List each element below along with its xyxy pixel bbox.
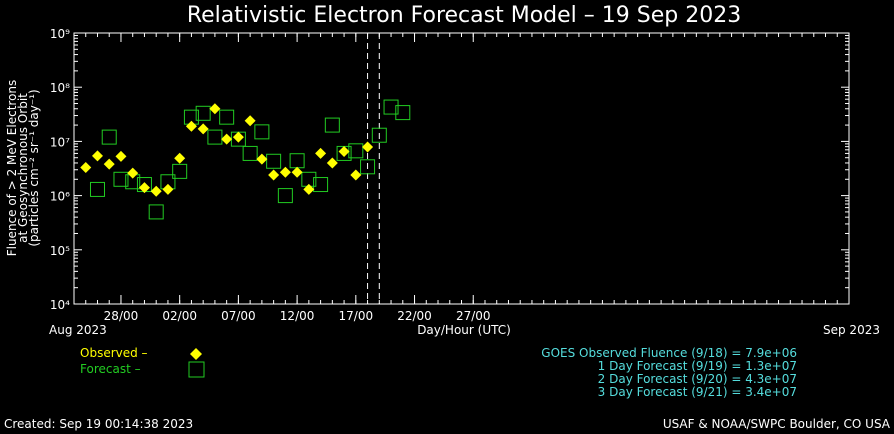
x-tick-label: 17/00 <box>339 309 374 323</box>
observed-series <box>80 103 374 197</box>
observed-point <box>80 161 92 173</box>
legend-observed-diamond-icon <box>190 348 202 360</box>
summary-1-day-forecast: 1 Day Forecast (9/19) = 1.3e+07 <box>598 359 797 373</box>
observed-point <box>174 152 186 164</box>
observed-point <box>362 141 374 153</box>
forecast-point <box>195 105 211 121</box>
forecast-point <box>383 99 399 115</box>
y-tick-label: 10⁹ <box>50 27 70 41</box>
forecast-point <box>266 153 282 169</box>
created-timestamp: Created: Sep 19 00:14:38 2023 <box>4 417 193 431</box>
forecast-point <box>289 153 305 169</box>
legend-observed-label: Observed – <box>80 346 148 360</box>
y-tick-label: 10⁶ <box>50 190 70 204</box>
x-tick-label: 28/00 <box>104 309 139 323</box>
x-start-month-label: Aug 2023 <box>49 323 107 337</box>
forecast-point <box>324 117 340 133</box>
observed-point <box>303 183 315 195</box>
current-day-markers <box>367 33 380 304</box>
observed-point <box>291 166 303 178</box>
plot-frame <box>73 32 850 305</box>
y-tick-label: 10⁴ <box>50 298 70 312</box>
observed-point <box>162 183 174 195</box>
forecast-point <box>101 129 117 145</box>
observed-point <box>268 169 280 181</box>
observed-point <box>197 123 209 135</box>
x-tick-label: 22/00 <box>397 309 432 323</box>
forecast-point <box>207 129 223 145</box>
observed-point <box>326 157 338 169</box>
summary-2-day-forecast: 2 Day Forecast (9/20) = 4.3e+07 <box>598 372 797 386</box>
y-axis-ticks: 10⁴ 10⁵ 10⁶ 10⁷ 10⁸ 10⁹ <box>50 27 849 312</box>
forecast-point <box>254 124 270 140</box>
legend-forecast-square-icon <box>188 361 205 378</box>
x-axis-label: Day/Hour (UTC) <box>417 323 511 337</box>
observed-point <box>185 120 197 132</box>
x-tick-label: 12/00 <box>280 309 315 323</box>
x-axis-ticks: 28/00 02/00 07/00 12/00 17/00 22/00 27/00 <box>85 33 838 323</box>
forecast-point <box>360 159 376 175</box>
y-axis-label: Fluence of > 2 MeV Electrons at Geosynch… <box>5 80 41 257</box>
forecast-point <box>148 204 164 220</box>
x-tick-label: 07/00 <box>221 309 256 323</box>
observed-point <box>279 166 291 178</box>
y-axis-label-line-1: Fluence of > 2 MeV Electrons <box>5 80 19 257</box>
fluence-summary: GOES Observed Fluence (9/18) = 7.9e+06 1… <box>541 346 797 399</box>
forecast-point <box>395 105 411 121</box>
forecast-point <box>172 163 188 179</box>
y-axis-label-line-3: (particles cm⁻² sr⁻¹ day⁻¹) <box>27 89 41 246</box>
observed-point <box>315 147 327 159</box>
observed-point <box>244 115 256 127</box>
observed-point <box>221 133 233 145</box>
legend-forecast-label: Forecast – <box>80 362 141 376</box>
observed-point <box>138 182 150 194</box>
forecast-point <box>313 177 329 193</box>
observed-point <box>338 146 350 158</box>
observed-point <box>115 150 127 162</box>
x-end-month-label: Sep 2023 <box>823 323 880 337</box>
legend: Observed – Forecast – <box>80 346 205 378</box>
observed-point <box>256 153 268 165</box>
chart-title: Relativistic Electron Forecast Model – 1… <box>187 3 741 28</box>
y-tick-label: 10⁷ <box>50 135 70 149</box>
forecast-point <box>277 188 293 204</box>
observed-point <box>209 103 221 115</box>
credit-text: USAF & NOAA/SWPC Boulder, CO USA <box>663 417 891 431</box>
summary-3-day-forecast: 3 Day Forecast (9/21) = 3.4e+07 <box>598 385 797 399</box>
observed-point <box>350 169 362 181</box>
x-tick-label: 27/00 <box>456 309 491 323</box>
summary-observed-fluence: GOES Observed Fluence (9/18) = 7.9e+06 <box>541 346 797 360</box>
x-tick-label: 02/00 <box>162 309 197 323</box>
observed-point <box>232 131 244 143</box>
observed-point <box>127 167 139 179</box>
forecast-point <box>89 181 105 197</box>
y-axis-label-line-2: at Geosynchronous Orbit <box>16 93 30 243</box>
observed-point <box>91 150 103 162</box>
y-tick-label: 10⁸ <box>50 81 70 95</box>
observed-point <box>150 185 162 197</box>
forecast-point <box>219 109 235 125</box>
forecast-point <box>242 145 258 161</box>
forecast-point <box>371 127 387 143</box>
observed-point <box>103 158 115 170</box>
y-tick-label: 10⁵ <box>50 244 70 258</box>
forecast-point <box>113 171 129 187</box>
